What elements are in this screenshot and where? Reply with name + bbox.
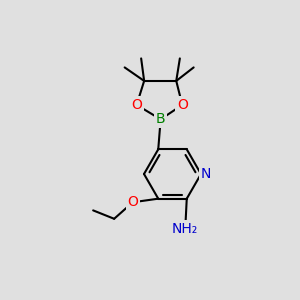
Text: O: O <box>131 98 142 112</box>
Text: O: O <box>127 195 138 209</box>
Text: B: B <box>156 112 166 126</box>
Text: O: O <box>177 98 188 112</box>
Text: N: N <box>201 167 211 181</box>
Text: NH₂: NH₂ <box>172 222 198 236</box>
